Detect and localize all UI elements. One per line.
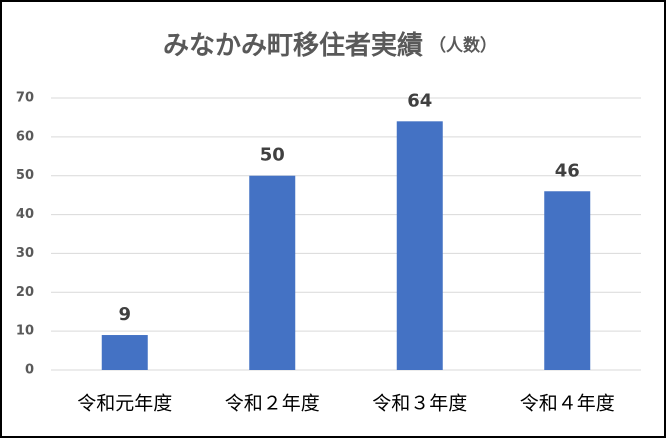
chart-title: みなかみ町移住者実績: [163, 30, 423, 61]
x-tick-label: 令和２年度: [225, 393, 320, 415]
y-tick-label: 60: [16, 129, 34, 144]
y-tick-label: 50: [16, 168, 34, 183]
x-tick-label: 令和３年度: [372, 393, 467, 415]
y-tick-label: 10: [16, 324, 34, 339]
value-label: 46: [555, 160, 580, 181]
y-tick-label: 40: [16, 207, 34, 222]
value-label: 9: [118, 304, 131, 325]
y-tick-label: 30: [16, 246, 34, 261]
bar: [249, 175, 296, 370]
chart-heading: みなかみ町移住者実績 （人数）: [163, 30, 497, 61]
y-tick-label: 70: [16, 91, 34, 106]
x-tick-label: 令和４年度: [520, 393, 615, 415]
y-tick-label: 20: [16, 285, 34, 300]
bar: [396, 121, 443, 370]
x-tick-label: 令和元年度: [77, 393, 172, 415]
bar: [101, 335, 148, 370]
y-tick-label: 0: [25, 363, 34, 378]
value-label: 64: [407, 90, 432, 111]
value-label: 50: [260, 145, 285, 166]
bar: [544, 191, 591, 370]
chart-subtitle: （人数）: [429, 35, 497, 56]
